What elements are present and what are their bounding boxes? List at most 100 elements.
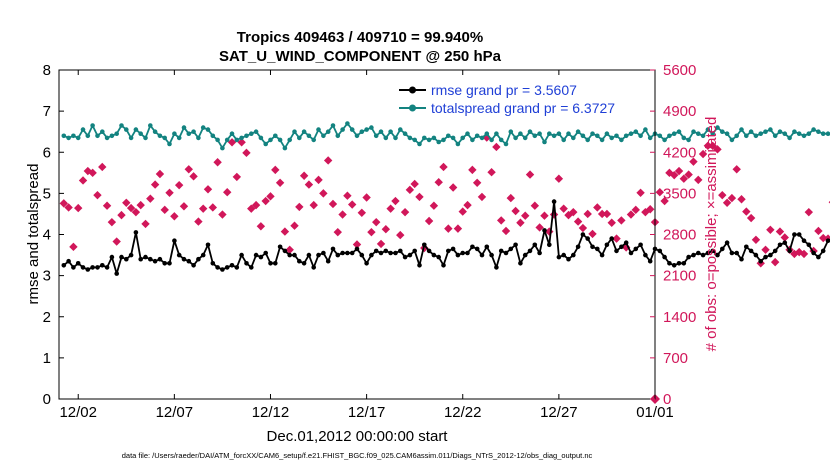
rmse-point — [508, 246, 514, 252]
y-axis-label-right: # of obs: o=possible; ×=assimilated — [703, 117, 720, 352]
spread-point — [95, 133, 100, 139]
spread-point — [522, 135, 528, 141]
spread-point — [393, 135, 398, 141]
rmse-point — [532, 242, 538, 248]
spread-point — [263, 141, 269, 147]
rmse-point — [398, 248, 403, 254]
left-tick-label: 2 — [43, 309, 51, 326]
rmse-point — [801, 238, 807, 243]
spread-point — [681, 135, 687, 141]
spread-point — [128, 135, 134, 141]
spread-point — [816, 129, 821, 134]
obs-point — [732, 165, 741, 174]
spread-point — [498, 137, 504, 143]
obs-point — [237, 138, 246, 147]
right-axis-ticks: 0 700 1400 2100 2800 3500 4200 4900 5600 — [650, 62, 696, 408]
obs-point — [525, 170, 535, 179]
spread-point — [157, 133, 163, 139]
spread-point — [359, 129, 365, 134]
spread-point — [787, 135, 792, 141]
obs-point — [602, 209, 612, 219]
spread-point — [114, 131, 119, 136]
spread-point — [138, 131, 143, 136]
rmse-point — [792, 232, 797, 237]
rmse-point — [205, 242, 211, 248]
rmse-point — [580, 232, 586, 237]
obs-point — [511, 206, 520, 216]
rmse-point — [566, 256, 571, 262]
rmse-point — [455, 252, 461, 258]
spread-point — [378, 129, 384, 134]
rmse-point — [585, 236, 590, 241]
rmse-point — [628, 250, 634, 256]
obs-point — [189, 172, 198, 181]
rmse-point — [85, 267, 91, 272]
spread-point — [143, 135, 148, 141]
rmse-point — [575, 244, 581, 250]
rmse-point — [436, 254, 442, 260]
left-tick-label: 1 — [43, 350, 51, 367]
obs-point — [746, 213, 756, 223]
rmse-point — [498, 248, 504, 254]
spread-point — [398, 127, 403, 132]
spread-point — [311, 137, 317, 143]
rmse-point — [282, 248, 288, 254]
spread-point — [109, 133, 115, 139]
spread-point — [335, 133, 341, 139]
rmse-point — [542, 228, 547, 233]
obs-point — [174, 180, 184, 190]
rmse-point — [806, 242, 812, 248]
spread-point — [489, 137, 494, 143]
rmse-point — [753, 252, 759, 258]
rmse-point — [590, 244, 595, 250]
left-tick-label: 0 — [43, 391, 51, 408]
spread-point — [172, 131, 177, 136]
rmse-point — [739, 256, 744, 262]
spread-point — [80, 127, 86, 132]
obs-point — [304, 180, 314, 189]
rmse-point — [244, 261, 249, 266]
obs-point — [59, 199, 69, 208]
rmse-point — [75, 261, 81, 266]
obs-point — [98, 162, 107, 172]
spread-point — [796, 131, 802, 136]
obs-point — [535, 223, 544, 232]
spread-point — [792, 129, 797, 134]
obs-point — [78, 176, 88, 185]
rmse-point — [417, 263, 422, 268]
spread-point — [556, 131, 562, 136]
obs-point — [319, 189, 328, 198]
rmse-point — [301, 261, 307, 266]
spread-point — [772, 133, 778, 139]
spread-point — [811, 127, 816, 132]
obs-point — [333, 227, 342, 237]
rmse-point — [604, 242, 610, 248]
rmse-point — [595, 246, 600, 252]
chart-title-line2: SAT_U_WIND_COMPONENT @ 250 hPa — [219, 48, 502, 65]
rmse-series — [61, 199, 830, 276]
rmse-point — [710, 248, 715, 254]
obs-point — [150, 180, 160, 189]
spread-point — [124, 127, 129, 132]
obs-point — [64, 203, 73, 212]
obs-point — [410, 179, 419, 189]
rmse-point — [623, 240, 629, 245]
obs-point — [617, 216, 626, 225]
rmse-point — [489, 252, 494, 258]
spread-point — [753, 133, 759, 139]
rmse-point — [474, 246, 480, 252]
obs-markers — [59, 133, 830, 404]
obs-point — [670, 170, 679, 180]
spread-point — [417, 141, 422, 147]
spread-point — [148, 123, 153, 128]
right-tick-label: 1400 — [663, 309, 696, 326]
spread-point — [647, 135, 653, 141]
left-tick-label: 5 — [43, 185, 51, 202]
obs-point — [256, 222, 266, 231]
spread-point — [215, 137, 220, 143]
obs-point — [391, 196, 400, 206]
rmse-point — [388, 250, 393, 256]
rmse-point — [671, 263, 677, 268]
spread-point — [595, 133, 600, 139]
rmse-point — [335, 252, 341, 258]
